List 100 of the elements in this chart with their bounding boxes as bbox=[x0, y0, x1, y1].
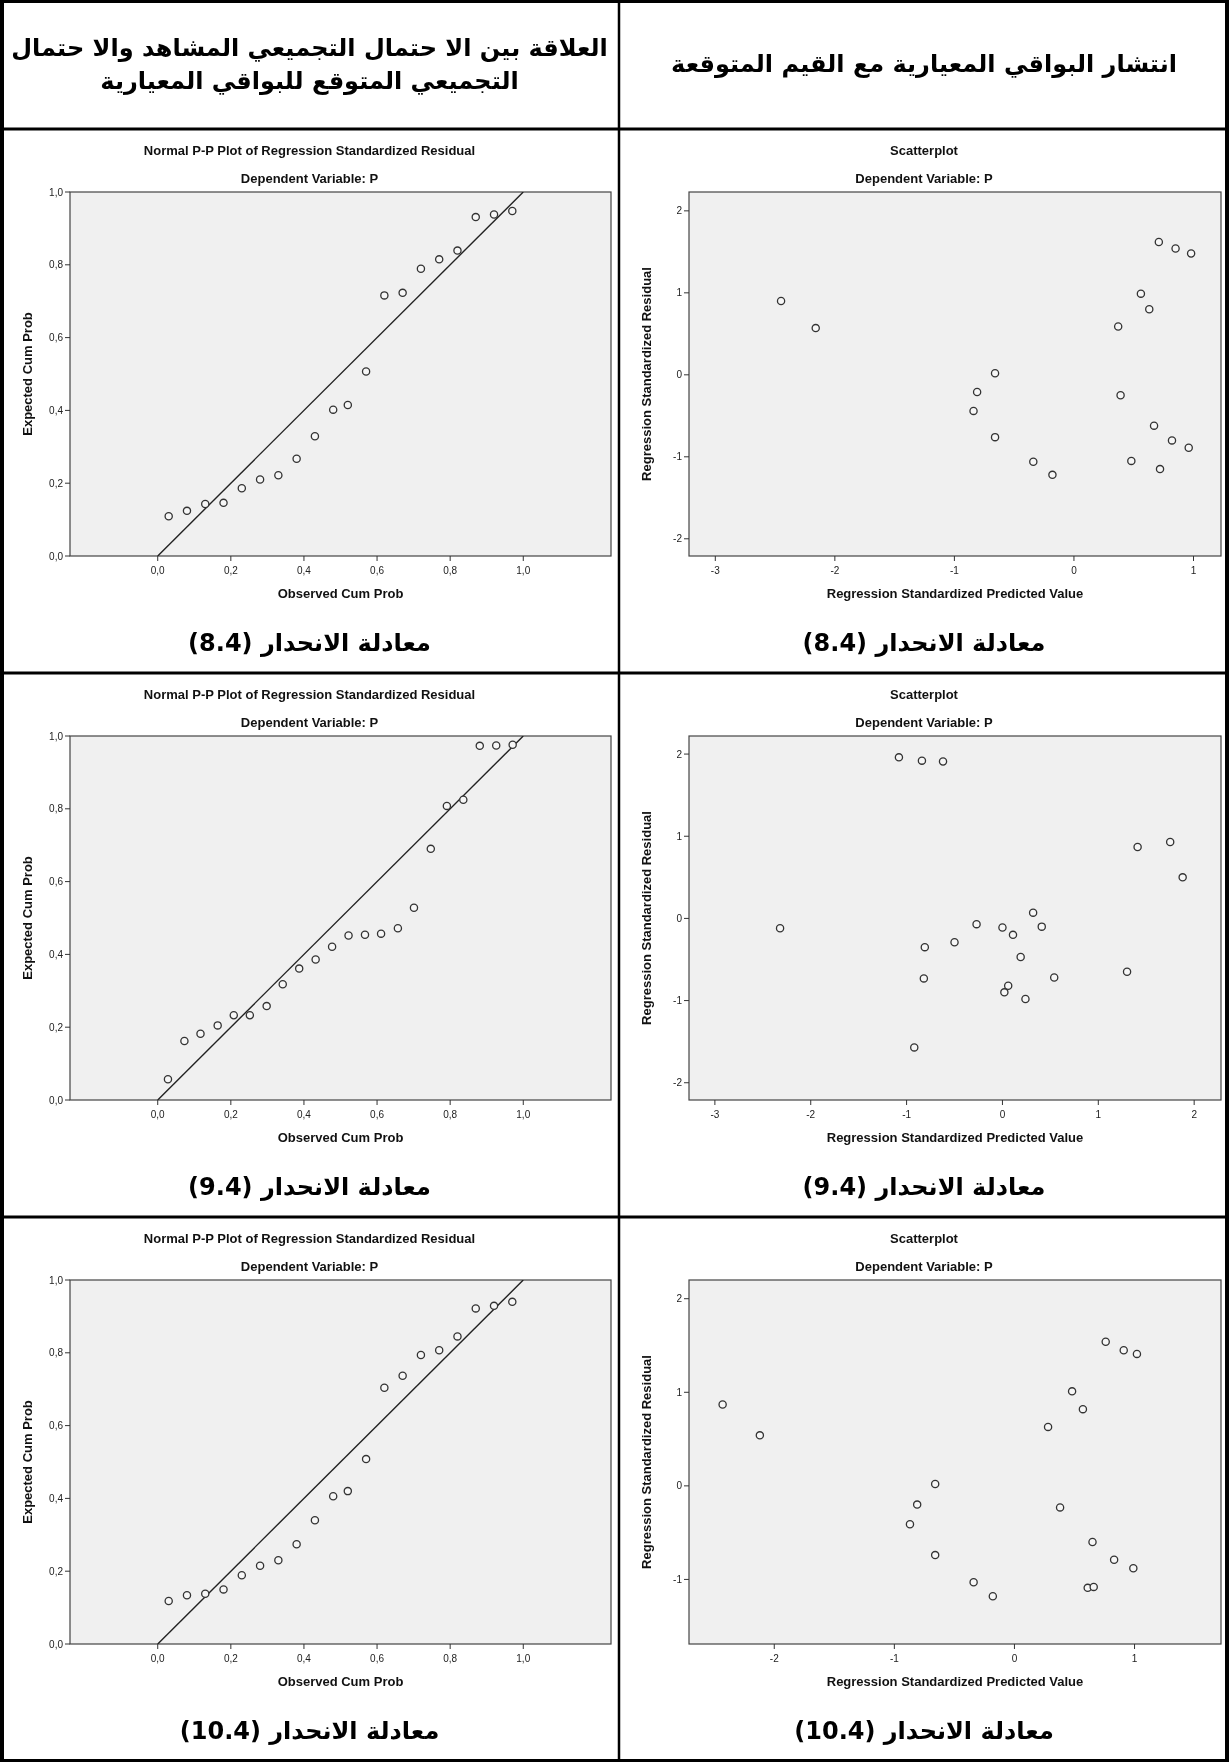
point bbox=[434, 1346, 444, 1355]
point bbox=[919, 974, 929, 983]
point bbox=[278, 980, 287, 989]
x-tick-label: -1 bbox=[889, 1653, 900, 1664]
point bbox=[776, 296, 786, 306]
point bbox=[969, 406, 978, 416]
point bbox=[398, 1371, 407, 1380]
chart-title: Scatterplot bbox=[890, 687, 959, 702]
text: معادلة الانحدار (8.4) bbox=[188, 627, 431, 659]
point bbox=[1113, 322, 1123, 331]
y-tick-label: 2 bbox=[676, 748, 683, 760]
y-tick-label: 0 bbox=[676, 1480, 683, 1492]
point bbox=[755, 1431, 765, 1440]
chart-subtitle: Dependent Variable: P bbox=[855, 171, 993, 186]
y-tick-label: 1,0 bbox=[49, 1274, 64, 1286]
point bbox=[1101, 1337, 1110, 1347]
y-tick-label: 0,0 bbox=[49, 1094, 64, 1106]
point bbox=[416, 264, 426, 274]
y-tick-label: 0,2 bbox=[49, 1565, 64, 1577]
x-axis-title: Observed Cum Prob bbox=[277, 1674, 404, 1689]
y-tick-label: -2 bbox=[673, 533, 683, 545]
point bbox=[1029, 457, 1038, 466]
point bbox=[393, 923, 403, 933]
point bbox=[508, 1297, 517, 1307]
point bbox=[380, 291, 389, 300]
point bbox=[969, 1577, 978, 1587]
point bbox=[811, 323, 820, 333]
point bbox=[1021, 994, 1030, 1004]
y-tick-label: -1 bbox=[673, 995, 683, 1007]
x-axis-title: Observed Cum Prob bbox=[277, 586, 404, 601]
point bbox=[972, 387, 982, 397]
x-tick-label: -1 bbox=[902, 1109, 912, 1120]
x-tick-label: 1 bbox=[1190, 565, 1197, 576]
point bbox=[310, 431, 320, 441]
point bbox=[990, 368, 1000, 378]
y-tick-label: 1 bbox=[676, 1386, 683, 1398]
point bbox=[398, 288, 407, 298]
y-tick-label: 0,8 bbox=[49, 259, 64, 271]
x-tick-label: 0,0 bbox=[150, 565, 166, 576]
y-axis-title: Regression Standardized Residual bbox=[639, 811, 654, 1025]
point bbox=[229, 1010, 239, 1020]
chart-subtitle: Dependent Variable: P bbox=[240, 171, 379, 186]
x-tick-label: -3 bbox=[710, 1109, 720, 1120]
point bbox=[311, 955, 320, 964]
x-tick-label: 2 bbox=[1191, 1109, 1198, 1120]
point bbox=[508, 740, 517, 749]
point bbox=[344, 931, 353, 940]
point bbox=[255, 475, 265, 484]
point bbox=[1003, 981, 1013, 991]
point bbox=[328, 1491, 338, 1501]
point bbox=[376, 929, 386, 938]
point bbox=[310, 1515, 320, 1525]
chart-subtitle: Dependent Variable: P bbox=[855, 715, 993, 730]
point bbox=[1165, 837, 1175, 847]
x-tick-label: 0,0 bbox=[150, 1109, 166, 1120]
x-tick-label: -2 bbox=[769, 1653, 780, 1664]
point bbox=[1028, 908, 1038, 917]
x-tick-label: 1,0 bbox=[516, 1109, 531, 1120]
point bbox=[471, 212, 480, 222]
point bbox=[1078, 1404, 1088, 1414]
point bbox=[1122, 967, 1132, 977]
chart-title: Normal P-P Plot of Regression Standardized Residual bbox=[143, 1231, 476, 1246]
point bbox=[434, 255, 444, 264]
point bbox=[1048, 470, 1057, 480]
point bbox=[1067, 1387, 1077, 1396]
point bbox=[1000, 988, 1009, 997]
point bbox=[1049, 973, 1059, 982]
point bbox=[1186, 249, 1196, 258]
x-axis-title: Regression Standardized Predicted Value bbox=[826, 586, 1084, 601]
y-tick-label: -1 bbox=[673, 1573, 683, 1585]
point bbox=[1136, 289, 1146, 298]
point bbox=[262, 1001, 271, 1011]
y-tick-label: 0,0 bbox=[49, 550, 64, 562]
x-tick-label: 0 bbox=[1011, 1653, 1018, 1664]
y-tick-label: 1,0 bbox=[49, 186, 64, 198]
y-tick-label: 0,8 bbox=[49, 1347, 64, 1359]
point bbox=[237, 1570, 247, 1580]
x-tick-label: 1,0 bbox=[516, 565, 531, 576]
point bbox=[360, 930, 370, 939]
point bbox=[201, 1589, 210, 1599]
point bbox=[1145, 304, 1154, 314]
x-tick-label: 0,6 bbox=[370, 1653, 385, 1664]
point bbox=[292, 1540, 301, 1549]
y-axis-title: Regression Standardized Residual bbox=[639, 1355, 654, 1569]
text: معادلة الانحدار (10.4) bbox=[179, 1715, 440, 1747]
x-tick-label: 1,0 bbox=[516, 1653, 531, 1664]
point bbox=[380, 1383, 389, 1392]
y-tick-label: -1 bbox=[673, 451, 683, 463]
text: معادلة الانحدار (8.4) bbox=[802, 627, 1046, 659]
x-axis-title: Regression Standardized Predicted Value bbox=[826, 1674, 1084, 1689]
x-tick-label: 1 bbox=[1095, 1109, 1102, 1120]
x-tick-label: 0,8 bbox=[443, 565, 458, 576]
point bbox=[327, 942, 337, 952]
point bbox=[988, 1592, 998, 1601]
point bbox=[1178, 873, 1187, 882]
x-tick-label: -1 bbox=[949, 565, 960, 576]
point bbox=[938, 757, 948, 766]
x-tick-label: -2 bbox=[806, 1109, 816, 1120]
y-tick-label: 1 bbox=[676, 287, 683, 299]
x-tick-label: 0,2 bbox=[223, 1109, 239, 1120]
